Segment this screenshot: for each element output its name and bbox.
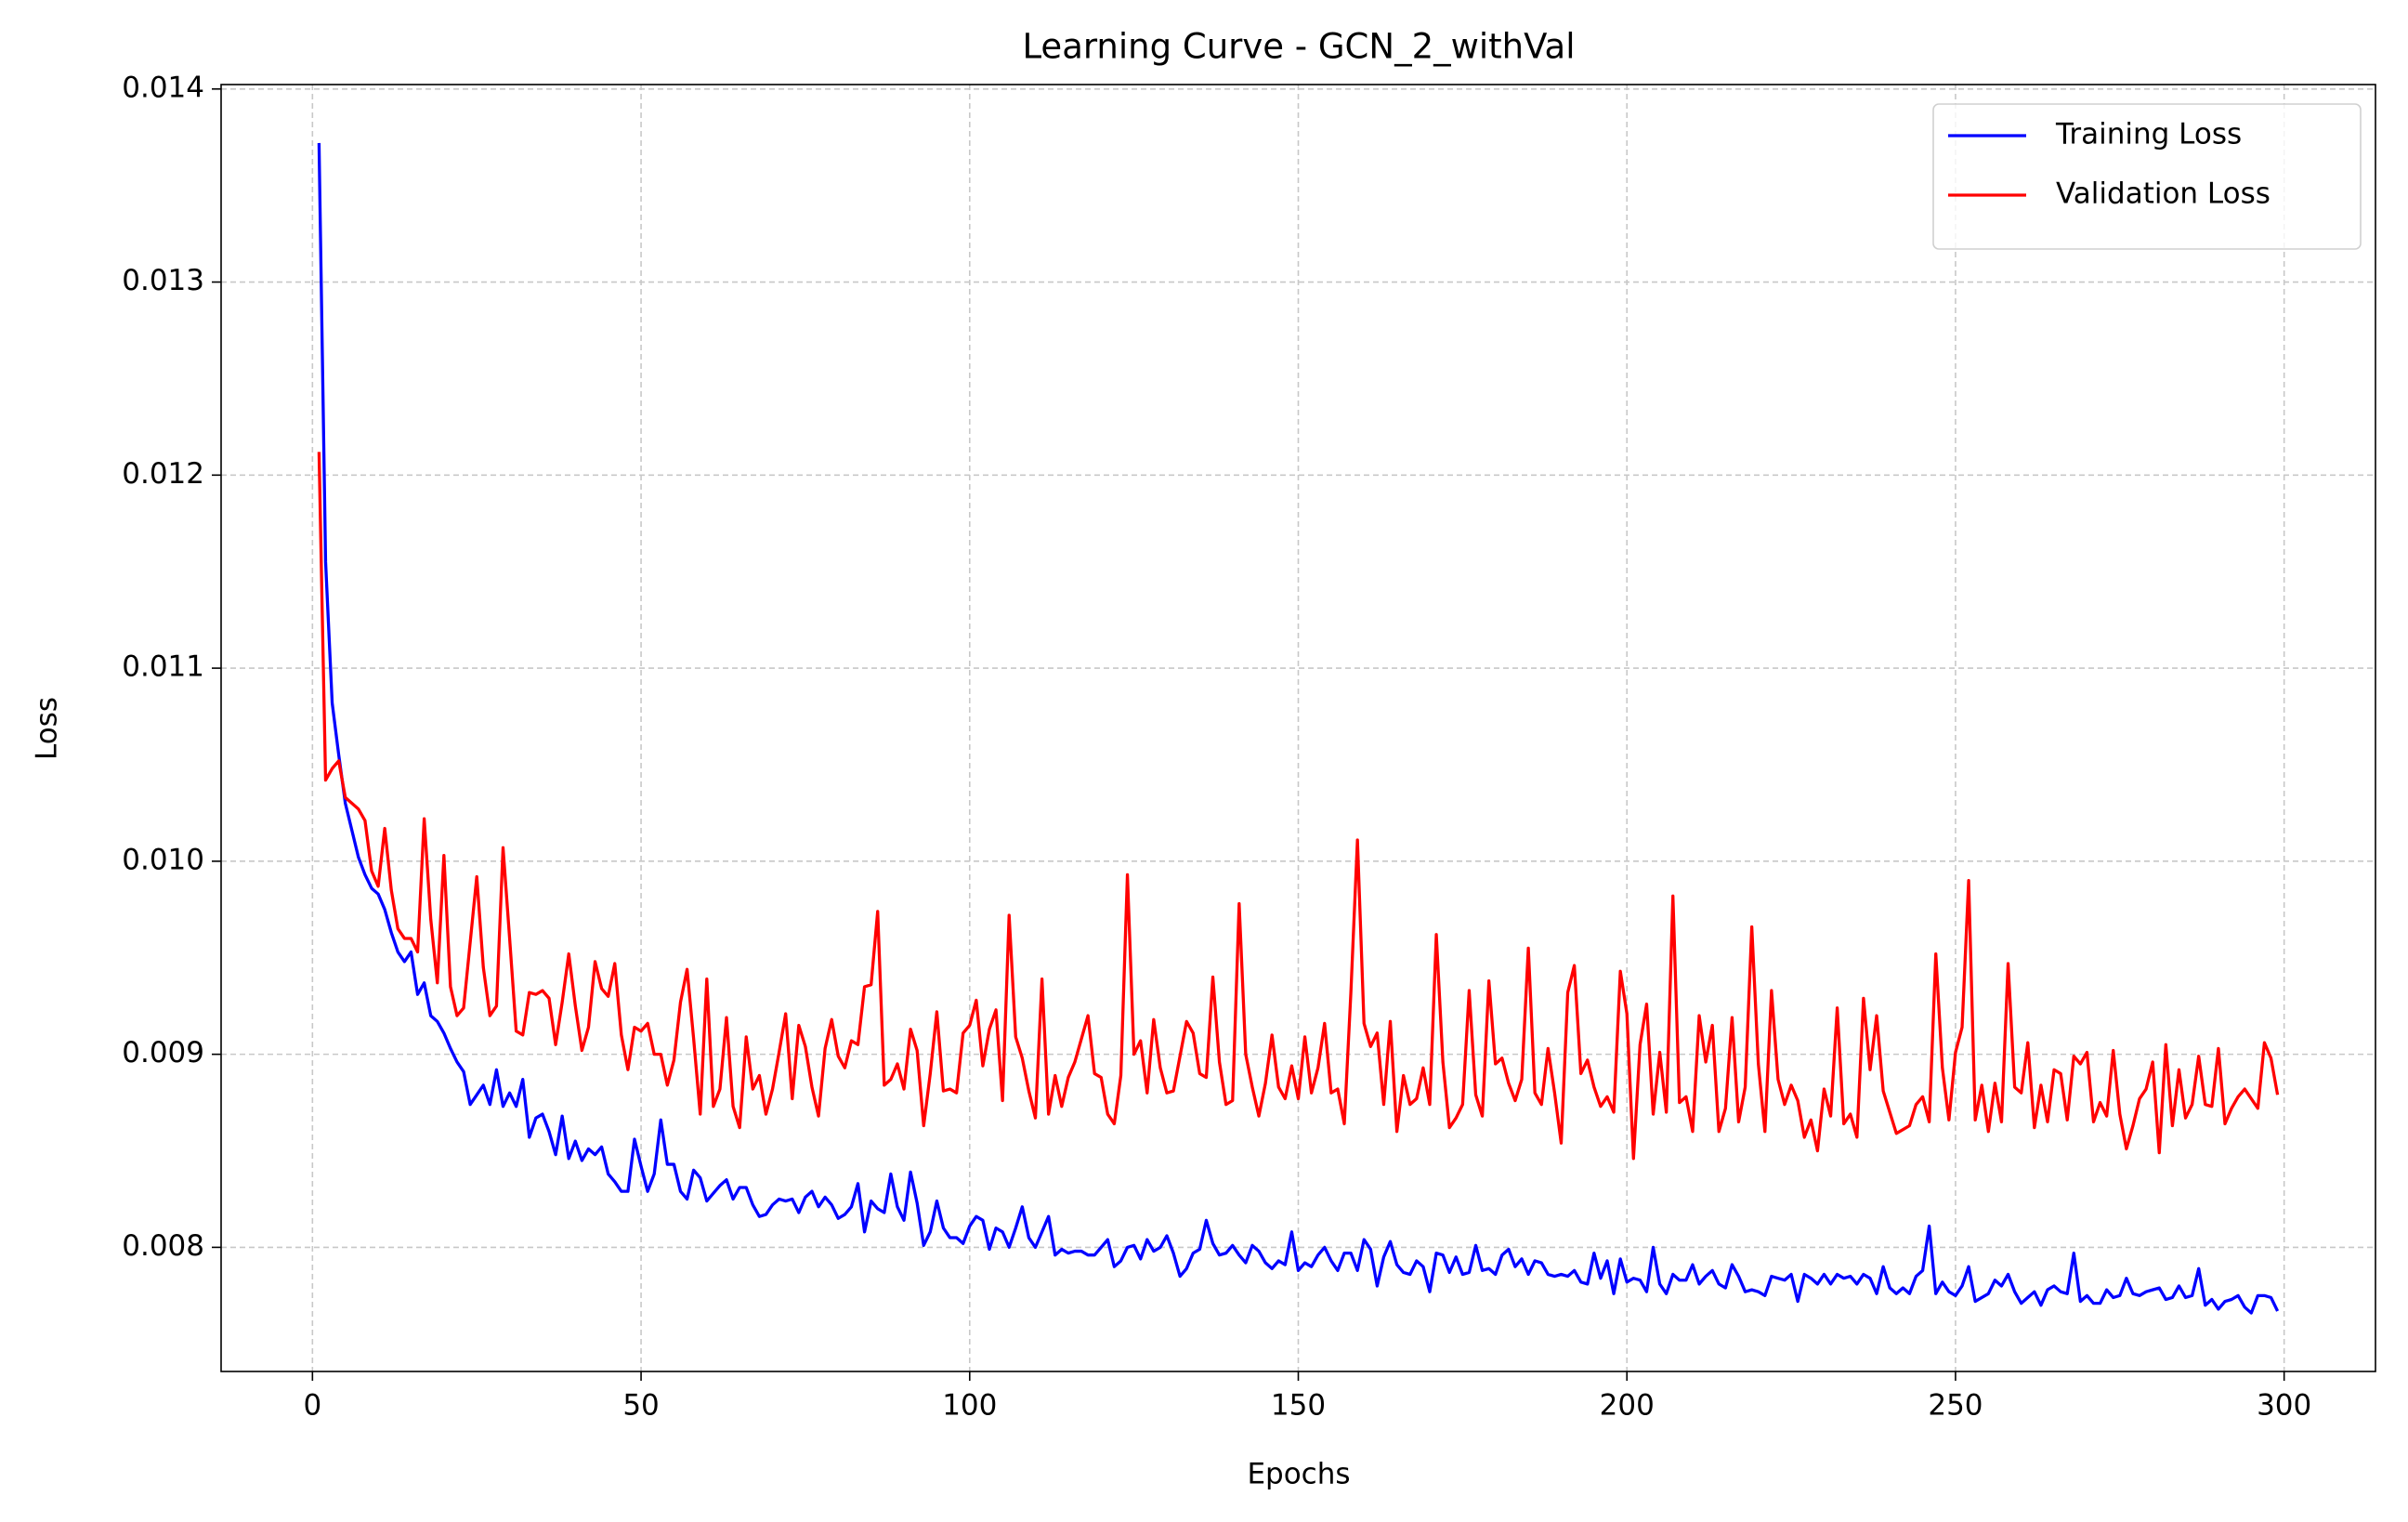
x-tick-label: 300 xyxy=(2257,1389,2311,1423)
y-tick-label: 0.012 xyxy=(122,457,204,491)
y-tick-label: 0.010 xyxy=(122,843,204,876)
x-tick-label: 250 xyxy=(1928,1389,1983,1423)
legend-box xyxy=(1932,103,2362,250)
x-axis-label: Epochs xyxy=(1247,1458,1350,1491)
x-tick-label: 100 xyxy=(942,1389,997,1423)
x-tick-label: 150 xyxy=(1271,1389,1326,1423)
y-axis-label: Loss xyxy=(31,697,64,760)
legend-label: Training Loss xyxy=(2055,118,2242,151)
plot-frame xyxy=(220,84,2376,1372)
loss-line xyxy=(317,142,2280,1315)
y-tick-label: 0.009 xyxy=(122,1036,204,1069)
legend-label: Validation Loss xyxy=(2056,177,2271,211)
y-tick-label: 0.008 xyxy=(122,1229,204,1263)
chart-title: Learning Curve - GCN_2_withVal xyxy=(1022,27,1575,67)
y-tick-label: 0.011 xyxy=(122,650,204,684)
y-tick-label: 0.014 xyxy=(122,71,204,104)
y-tick-label: 0.013 xyxy=(122,264,204,297)
loss-line xyxy=(317,452,2280,1161)
x-tick-label: 50 xyxy=(622,1389,659,1423)
x-tick-label: 0 xyxy=(303,1389,321,1423)
x-tick-label: 200 xyxy=(1600,1389,1655,1423)
